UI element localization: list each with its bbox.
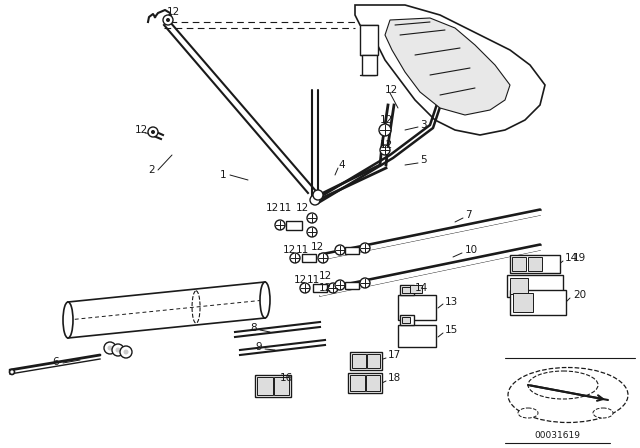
Bar [402, 287, 410, 293]
Bar [302, 254, 316, 262]
Text: 10: 10 [465, 245, 478, 255]
Text: 12: 12 [167, 7, 180, 17]
Text: 12: 12 [283, 245, 296, 255]
Bar [360, 25, 378, 55]
Text: 12: 12 [135, 125, 148, 135]
Text: 2: 2 [148, 165, 155, 175]
Bar [257, 377, 273, 395]
Ellipse shape [593, 408, 613, 418]
Text: 12: 12 [385, 85, 398, 95]
Text: 17: 17 [388, 350, 401, 360]
Circle shape [166, 18, 170, 22]
Text: 18: 18 [388, 373, 401, 383]
Bar [350, 352, 382, 370]
Bar [286, 221, 302, 230]
Bar [352, 354, 366, 368]
Circle shape [360, 278, 370, 288]
Bar [400, 285, 414, 295]
Bar [410, 285, 422, 293]
Text: 11: 11 [296, 245, 309, 255]
Bar [366, 375, 380, 391]
Text: 14: 14 [415, 283, 428, 293]
Circle shape [328, 283, 338, 293]
Circle shape [290, 253, 300, 263]
Circle shape [163, 15, 173, 25]
Circle shape [307, 213, 317, 223]
Polygon shape [385, 18, 510, 115]
Ellipse shape [63, 302, 73, 338]
Text: 4: 4 [338, 160, 344, 170]
Bar [510, 278, 528, 294]
Text: 8: 8 [250, 323, 257, 333]
Text: 16: 16 [280, 373, 293, 383]
Bar [313, 284, 327, 292]
Bar [513, 293, 533, 312]
Circle shape [115, 348, 120, 353]
Circle shape [112, 344, 124, 356]
Text: 20: 20 [573, 290, 586, 300]
Circle shape [120, 346, 132, 358]
Text: 12: 12 [380, 115, 393, 125]
Text: 12: 12 [294, 275, 307, 285]
Text: 12: 12 [266, 203, 279, 213]
Bar [350, 375, 365, 391]
Text: 12: 12 [319, 271, 332, 281]
Circle shape [380, 145, 390, 155]
Bar [345, 247, 359, 254]
Circle shape [310, 195, 320, 205]
Circle shape [335, 245, 345, 255]
Circle shape [148, 127, 158, 137]
Text: 9: 9 [255, 342, 262, 352]
Text: 12: 12 [296, 203, 309, 213]
Text: 7: 7 [465, 210, 472, 220]
Circle shape [313, 190, 323, 200]
Text: 13: 13 [445, 297, 458, 307]
Circle shape [104, 342, 116, 354]
Bar [345, 282, 359, 289]
Bar [348, 373, 382, 393]
Text: 12: 12 [380, 140, 393, 150]
Text: 3: 3 [420, 120, 427, 130]
Text: 12: 12 [319, 283, 332, 293]
Circle shape [300, 283, 310, 293]
Ellipse shape [518, 408, 538, 418]
Bar [400, 315, 414, 325]
Text: 11: 11 [279, 203, 292, 213]
Bar [528, 257, 542, 271]
Circle shape [151, 130, 155, 134]
Text: 1: 1 [220, 170, 227, 180]
Bar [398, 295, 436, 320]
Text: 6: 6 [52, 357, 59, 367]
Ellipse shape [10, 370, 15, 375]
Bar [512, 257, 526, 271]
Text: 14: 14 [565, 253, 579, 263]
Bar [398, 325, 436, 347]
Circle shape [275, 220, 285, 230]
Bar [367, 354, 380, 368]
Bar [274, 377, 289, 395]
Text: 11: 11 [307, 275, 320, 285]
Circle shape [335, 280, 345, 290]
Bar [402, 317, 410, 323]
Circle shape [360, 243, 370, 253]
Ellipse shape [528, 371, 598, 399]
Text: 00031619: 00031619 [534, 431, 580, 439]
Circle shape [307, 227, 317, 237]
Bar [510, 290, 566, 315]
Circle shape [379, 124, 391, 136]
Ellipse shape [508, 367, 628, 422]
Ellipse shape [260, 282, 270, 318]
Bar [510, 255, 560, 273]
Circle shape [318, 253, 328, 263]
Text: 15: 15 [445, 325, 458, 335]
Bar [255, 375, 291, 397]
Text: 19: 19 [573, 253, 586, 263]
Circle shape [108, 345, 113, 350]
Text: 5: 5 [420, 155, 427, 165]
Text: 12: 12 [311, 242, 324, 252]
Circle shape [124, 349, 129, 354]
Bar [362, 55, 377, 75]
Bar [507, 275, 563, 297]
